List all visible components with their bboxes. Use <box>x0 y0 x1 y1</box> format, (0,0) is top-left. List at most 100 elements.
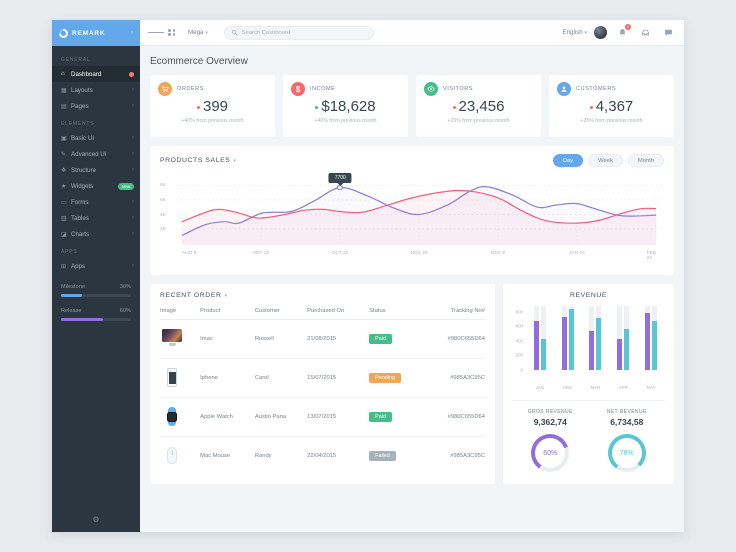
gross-revenue-value: 9,362,74 <box>533 417 567 427</box>
stat-card-visitors: VISITORS 23,456 +25% from previous month <box>416 75 541 137</box>
product-cell: Imac <box>200 319 255 359</box>
tracking-cell: #985A3C95C <box>450 453 485 460</box>
revenue-chart: 0 200 400 600 800 <box>512 306 665 382</box>
recent-order-title[interactable]: RECENT ORDER ▾ <box>160 292 228 299</box>
y-axis-tick: 4K <box>160 212 166 218</box>
stat-delta-text: +25% from previous month <box>580 118 643 124</box>
bar-revenue-teal <box>652 321 658 370</box>
gross-revenue-block: GROS REVENUE 9,362,74 60% <box>512 409 589 472</box>
sidebar-item-widgets[interactable]: ★ Widgets New <box>52 178 140 194</box>
bar-track <box>596 306 602 370</box>
sidebar-item-label: Pages <box>71 102 89 110</box>
stat-value: 399 <box>158 98 267 115</box>
mac-mouse-image <box>160 446 184 467</box>
x-axis-tick: APR <box>618 385 628 390</box>
order-row[interactable]: Imac Russell 21/08/2015 Paid #980C655D64 <box>160 319 485 359</box>
chevron-right-icon: › <box>132 263 134 269</box>
x-axis-tick: JAN <box>535 385 545 390</box>
column-header: Tracking No# <box>422 304 485 320</box>
chevron-down-icon: ▾ <box>205 30 208 36</box>
user-avatar[interactable] <box>594 26 607 39</box>
customer-cell: Austin Pana <box>254 397 308 437</box>
customer-cell: Russell <box>254 319 308 359</box>
sidebar-item-structure[interactable]: ❖ Structure › <box>52 162 140 178</box>
x-axis-tick: FEB <box>563 385 572 390</box>
net-revenue-block: NET REVENUE 6,734,58 78% <box>589 409 666 472</box>
settings-button[interactable]: ⚙ <box>52 506 140 532</box>
chevron-down-icon: ▾ <box>224 293 228 299</box>
column-header: Status <box>369 304 423 320</box>
products-sales-title[interactable]: PRODUCTS SALES ▾ <box>160 157 237 164</box>
recent-order-table: Image Product Customer Purchased On Status Tr… <box>160 304 485 476</box>
bar-track <box>624 306 630 370</box>
sidebar: REMARK › GENERAL ⌂ Dashboard ▦ Layouts › ▤ Page… <box>52 20 140 532</box>
sidebar-item-advanced-ui[interactable]: ✎ Advanced UI › <box>52 146 140 162</box>
status-badge: Paid <box>369 412 392 422</box>
menu-toggle-icon[interactable] <box>148 25 164 41</box>
language-selector[interactable]: English ▾ <box>562 29 587 36</box>
range-button-day[interactable]: Day <box>552 154 584 167</box>
sidebar-item-label: Layouts <box>71 86 93 94</box>
status-badge: Pending <box>369 373 401 383</box>
app-window: REMARK › GENERAL ⌂ Dashboard ▦ Layouts › ▤ Page… <box>52 20 684 532</box>
product-cell: Iphone <box>200 358 255 398</box>
notification-badge: 5 <box>625 23 631 30</box>
bar-revenue-teal <box>540 339 546 370</box>
nav-section-label: APPS <box>61 249 78 255</box>
bar-track <box>568 306 574 370</box>
bar-revenue-purple <box>533 320 539 370</box>
chevron-right-icon: › <box>132 167 134 173</box>
sidebar-nav: GENERAL ⌂ Dashboard ▦ Layouts › ▤ Pages › ELEMENT… <box>52 46 140 506</box>
grid-menu-icon[interactable] <box>164 25 180 41</box>
bar-track <box>652 306 658 370</box>
sidebar-item-apps[interactable]: ⊞ Apps › <box>52 258 140 274</box>
bar-revenue-teal <box>568 308 574 370</box>
chevron-down-icon: ▾ <box>584 30 587 36</box>
cart-icon <box>158 82 172 96</box>
iphone-image <box>160 368 184 388</box>
basic-ui-icon: ▣ <box>61 135 67 142</box>
sidebar-item-forms[interactable]: ▭ Forms › <box>52 194 140 210</box>
sidebar-item-layouts[interactable]: ▦ Layouts › <box>52 82 140 98</box>
inbox-button[interactable] <box>637 25 653 41</box>
bar-track <box>533 306 539 370</box>
layouts-icon: ▦ <box>61 87 67 94</box>
stat-label: ORDERS <box>177 86 204 92</box>
sidebar-item-tables[interactable]: ▥ Tables › <box>52 210 140 226</box>
sidebar-item-label: Forms <box>71 198 89 206</box>
progress-fill <box>61 294 82 297</box>
sidebar-item-label: Dashboard <box>71 70 102 78</box>
delta-indicator-icon <box>315 105 319 109</box>
order-row[interactable]: Apple Watch Austin Pana 13/07/2015 Paid #980… <box>160 397 485 437</box>
stat-delta-text: +40% from previous month <box>181 118 244 124</box>
range-button-week[interactable]: Week <box>588 154 623 167</box>
column-header: Purchased On <box>307 304 370 320</box>
search-input[interactable] <box>241 29 367 36</box>
sidebar-item-charts[interactable]: ◪ Charts › <box>52 226 140 242</box>
tracking-cell: #980C655D64 <box>422 397 485 437</box>
pages-icon: ▤ <box>61 103 67 110</box>
sidebar-item-dashboard[interactable]: ⌂ Dashboard <box>52 66 140 82</box>
order-row[interactable]: Iphone Carol 15/07/2015 Pending #985A3C95C <box>160 358 485 398</box>
sidebar-item-basic-ui[interactable]: ▣ Basic UI › <box>52 130 140 146</box>
range-button-month[interactable]: Month <box>627 154 664 167</box>
notification-dot-badge <box>129 71 134 77</box>
stat-delta-text: +40% from previous month <box>314 118 377 124</box>
tracking-cell: #980C655D64 <box>422 319 485 359</box>
progress-value: 30% <box>119 284 131 290</box>
y-axis-tick: 400 <box>515 338 523 344</box>
column-header: Customer <box>254 304 308 320</box>
chevron-right-icon: › <box>132 87 134 93</box>
order-row[interactable]: Mac Mouse Randy 22/04/2015 Failed #985A3C95C <box>160 437 485 476</box>
messages-button[interactable] <box>660 25 676 41</box>
notifications-button[interactable]: 5 <box>614 23 631 41</box>
new-badge: New <box>117 182 134 190</box>
column-header: Image <box>160 304 201 320</box>
sidebar-item-pages[interactable]: ▤ Pages › <box>52 98 140 114</box>
bar-revenue-purple <box>561 316 567 370</box>
bar-group-may <box>645 306 658 370</box>
brand-header[interactable]: REMARK › <box>52 20 140 46</box>
purchased-on-cell: 21/08/2015 <box>307 319 370 359</box>
bar-track <box>645 306 651 370</box>
mega-menu-button[interactable]: Mega ▾ <box>188 29 208 36</box>
